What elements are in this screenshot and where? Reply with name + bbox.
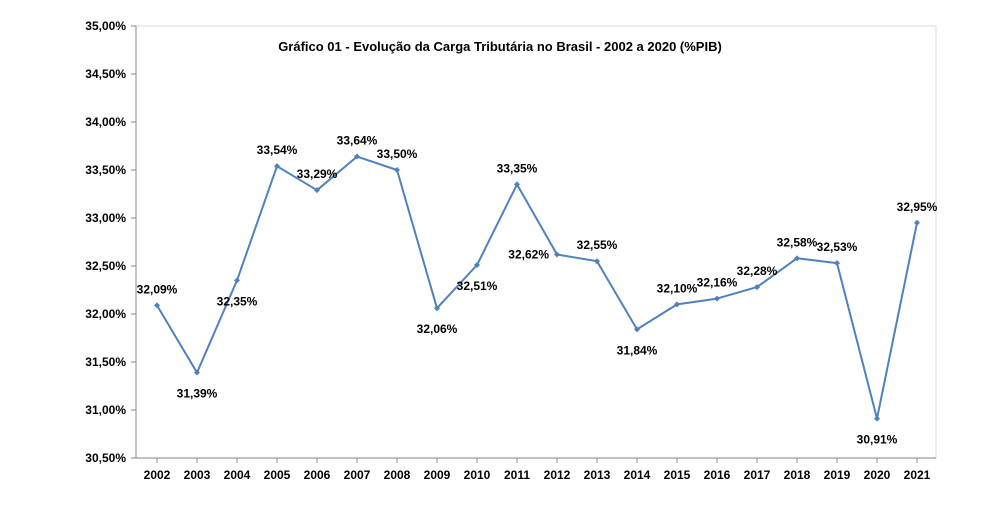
data-point-marker bbox=[394, 167, 400, 173]
data-label: 32,10% bbox=[657, 281, 698, 295]
data-label: 32,55% bbox=[577, 238, 618, 252]
data-point-marker bbox=[354, 153, 360, 160]
data-label: 33,50% bbox=[377, 147, 418, 161]
data-label: 32,16% bbox=[697, 276, 738, 290]
x-tick-label: 2011 bbox=[504, 468, 530, 482]
y-tick-label: 34,50% bbox=[85, 67, 126, 81]
data-point-marker bbox=[154, 302, 160, 309]
series-line-group bbox=[154, 153, 920, 422]
data-label: 32,06% bbox=[417, 322, 458, 336]
x-tick-label: 2019 bbox=[824, 468, 851, 482]
y-tick-label: 32,50% bbox=[85, 259, 126, 273]
data-label: 32,62% bbox=[508, 247, 549, 261]
data-point-marker bbox=[714, 295, 720, 302]
data-label: 33,35% bbox=[497, 161, 538, 175]
data-point-marker bbox=[794, 255, 800, 262]
x-tick-label: 2008 bbox=[384, 468, 411, 482]
data-point-marker bbox=[634, 326, 640, 333]
data-label: 30,91% bbox=[857, 433, 898, 447]
data-point-marker bbox=[474, 262, 480, 269]
data-point-marker bbox=[594, 258, 600, 265]
series-line bbox=[156, 155, 918, 420]
data-label: 33,54% bbox=[257, 143, 298, 157]
x-tick-label: 2012 bbox=[544, 468, 571, 482]
y-tick-label: 32,00% bbox=[85, 307, 126, 321]
data-point-marker bbox=[514, 181, 520, 188]
data-point-marker bbox=[274, 163, 280, 170]
data-point-marker bbox=[194, 369, 200, 376]
data-point-marker bbox=[674, 301, 680, 308]
x-tick-label: 2006 bbox=[304, 468, 331, 482]
data-point-marker bbox=[754, 284, 760, 291]
y-tick-label: 34,00% bbox=[85, 115, 126, 129]
data-label: 31,39% bbox=[177, 387, 218, 401]
y-tick-label: 30,50% bbox=[85, 451, 126, 465]
data-label: 32,53% bbox=[817, 240, 858, 254]
data-label-group: 32,09% 31,39% 32,35% 33,54% 33,29% 33,64%33,5… bbox=[137, 134, 938, 447]
data-label: 32,95% bbox=[897, 200, 938, 214]
y-tick-label: 33,50% bbox=[85, 163, 126, 177]
x-tick-label: 2004 bbox=[224, 468, 251, 482]
y-tick-label: 31,00% bbox=[85, 403, 126, 417]
chart-title: Gráfico 01 - Evolução da Carga Tributári… bbox=[278, 39, 722, 54]
x-tick-label: 2010 bbox=[464, 468, 491, 482]
y-tick-label: 33,00% bbox=[85, 211, 126, 225]
data-label: 31,84% bbox=[617, 343, 658, 357]
data-label: 33,29% bbox=[297, 167, 338, 181]
y-tick-label: 35,00% bbox=[85, 19, 126, 33]
y-axis: 30,50% 31,00% 31,50% 32,00% 32,50% 33,00% 33,5… bbox=[85, 19, 137, 465]
x-tick-label: 2018 bbox=[784, 468, 811, 482]
x-tick-label: 2009 bbox=[424, 468, 451, 482]
data-label: 32,28% bbox=[737, 264, 778, 278]
x-tick-label: 2021 bbox=[904, 468, 931, 482]
x-tick-label: 2003 bbox=[184, 468, 211, 482]
data-label: 32,51% bbox=[457, 279, 498, 293]
x-tick-label: 2002 bbox=[144, 468, 171, 482]
x-tick-label: 2016 bbox=[704, 468, 731, 482]
x-tick-label: 2005 bbox=[264, 468, 291, 482]
data-point-marker bbox=[554, 251, 560, 258]
data-label: 32,35% bbox=[217, 294, 258, 308]
x-tick-label: 2013 bbox=[584, 468, 611, 482]
data-label: 33,64% bbox=[337, 134, 378, 148]
x-tick-label: 2020 bbox=[864, 468, 891, 482]
x-axis: 2002 2003 2004 2005 2006 2007 2008 2009 2010 2011… bbox=[136, 457, 936, 482]
data-point-marker bbox=[234, 277, 240, 284]
data-label: 32,58% bbox=[777, 235, 818, 249]
data-label: 32,09% bbox=[137, 282, 178, 296]
y-tick-label: 31,50% bbox=[85, 355, 126, 369]
x-tick-label: 2014 bbox=[624, 468, 651, 482]
data-point-marker bbox=[914, 219, 920, 226]
data-point-marker bbox=[434, 305, 440, 312]
data-point-marker bbox=[314, 187, 320, 194]
data-point-marker bbox=[874, 415, 880, 422]
x-tick-label: 2015 bbox=[664, 468, 691, 482]
x-tick-label: 2017 bbox=[744, 468, 771, 482]
data-point-marker bbox=[834, 260, 840, 267]
x-tick-label: 2007 bbox=[344, 468, 371, 482]
